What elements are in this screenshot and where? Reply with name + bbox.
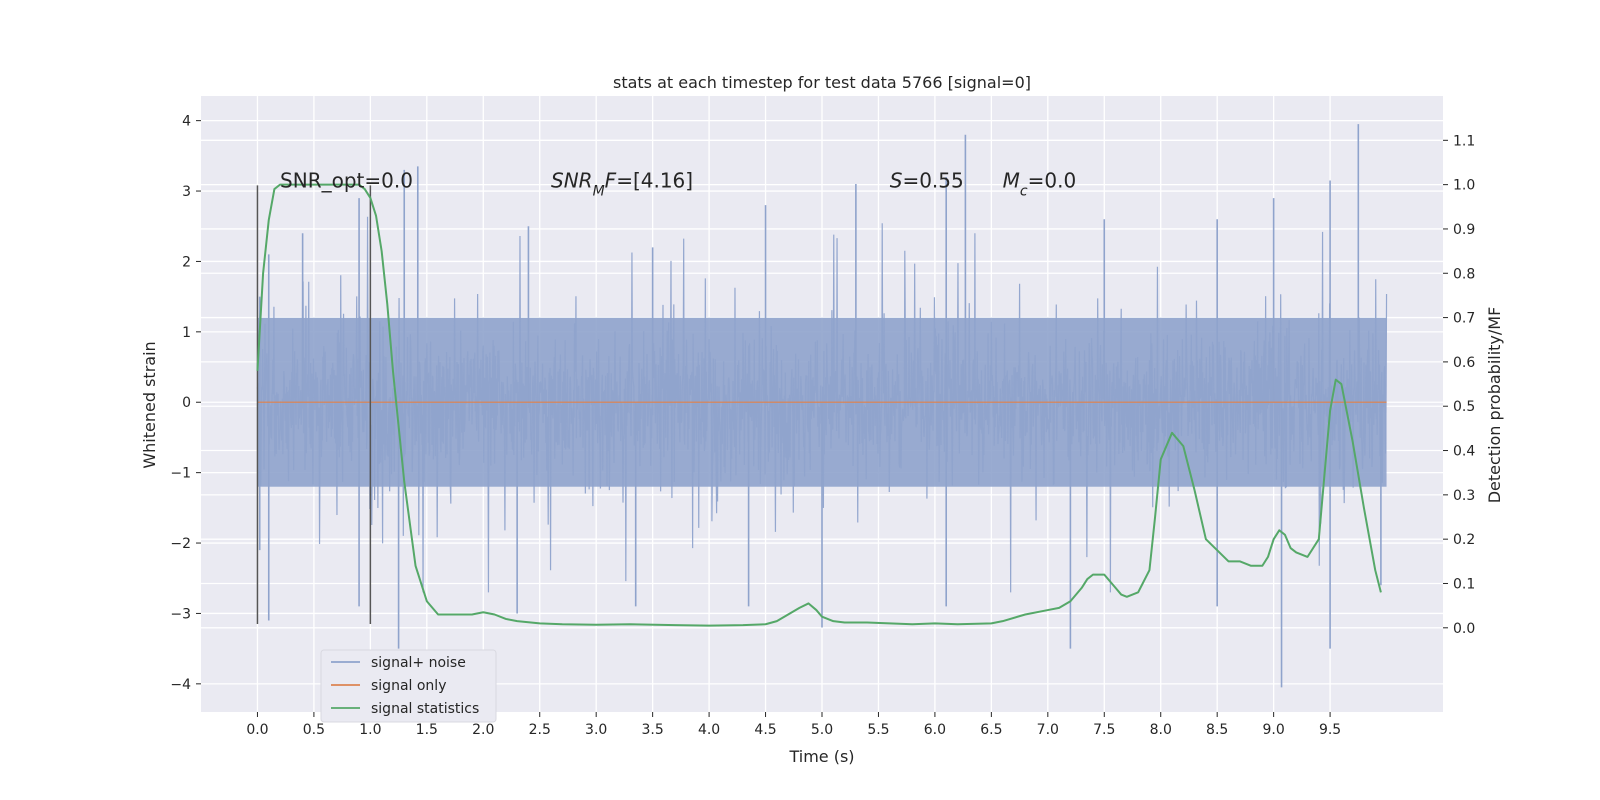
y2-tick-label: 0.7 xyxy=(1453,311,1475,327)
y2-tick-label: 0.8 xyxy=(1453,266,1475,282)
x-tick-label: 8.0 xyxy=(1150,722,1172,738)
annotation-part: SNR xyxy=(551,169,593,193)
y2-tick-label: 1.1 xyxy=(1453,133,1475,149)
y-tick-label: 1 xyxy=(182,325,191,341)
y-tick-label: −2 xyxy=(170,536,191,552)
x-tick-label: 9.0 xyxy=(1263,722,1285,738)
y-tick-label: 2 xyxy=(182,254,191,270)
y2-tick-label: 0.0 xyxy=(1453,621,1475,637)
y2-tick-label: 0.5 xyxy=(1453,399,1475,415)
annotation: SNRMF=[4.16] xyxy=(551,169,693,200)
signal-statistics-line xyxy=(256,183,1382,627)
axes: 0.0 0.5 1.0 1.5 2.0 2.5 3.0 3.5 4.0 4.5 5.0 5.5 6.0 6… xyxy=(170,114,1475,738)
x-axis-label: Time (s) xyxy=(788,747,854,766)
y2-tick-label: 0.4 xyxy=(1453,444,1475,460)
y-tick-label: 3 xyxy=(182,184,191,200)
x-tick-label: 7.5 xyxy=(1093,722,1115,738)
chart-title: stats at each timestep for test data 576… xyxy=(613,73,1031,92)
annotation-part: M xyxy=(593,184,605,200)
y2-tick-label: 0.6 xyxy=(1453,355,1475,371)
annotation-part: c xyxy=(1020,184,1028,200)
y2-tick-label: 0.1 xyxy=(1453,576,1475,592)
legend-box xyxy=(320,649,497,723)
series-signal-statistics xyxy=(256,183,1382,627)
x-tick-label: 1.0 xyxy=(359,722,381,738)
y-tick-label: −3 xyxy=(170,606,191,622)
x-tick-label: 4.0 xyxy=(698,722,720,738)
y-tick-label: 4 xyxy=(182,114,191,130)
y2-axis-label: Detection probability/MF xyxy=(1485,307,1504,504)
annotation-part: =0.55 xyxy=(902,169,963,193)
x-tick-label: 5.5 xyxy=(867,722,889,738)
y-tick-label: −4 xyxy=(170,677,191,693)
legend: signal+ noise signal only signal statist… xyxy=(320,649,497,723)
y2-tick-label: 0.2 xyxy=(1453,532,1475,548)
annotation-part: F xyxy=(605,169,617,193)
annotation: S=0.55 xyxy=(890,169,964,193)
x-tick-label: 5.0 xyxy=(811,722,833,738)
annotation-part: SNR_opt=0.0 xyxy=(280,169,413,193)
y-axis-label: Whitened strain xyxy=(140,341,159,468)
x-tick-label: 0.5 xyxy=(303,722,325,738)
vertical-markers xyxy=(256,185,372,624)
annotation-part: =[4.16] xyxy=(616,169,693,193)
annotation: Mc=0.0 xyxy=(1003,169,1077,200)
annotations: SNR_opt=0.0 SNRMF=[4.16] S=0.55 Mc=0.0 xyxy=(280,169,1076,200)
x-tick-label: 3.5 xyxy=(642,722,664,738)
x-tick-label: 6.5 xyxy=(980,722,1002,738)
annotation-part: S xyxy=(890,169,903,193)
annotation: SNR_opt=0.0 xyxy=(280,169,413,193)
x-tick-label: 0.0 xyxy=(246,722,268,738)
x-tick-label: 2.5 xyxy=(529,722,551,738)
x-tick-label: 7.0 xyxy=(1037,722,1059,738)
x-tick-label: 3.0 xyxy=(585,722,607,738)
legend-label-signal: signal only xyxy=(371,678,446,694)
y-tick-label: −1 xyxy=(170,466,191,482)
x-tick-label: 4.5 xyxy=(754,722,776,738)
y2-tick-label: 1.0 xyxy=(1453,178,1475,194)
x-tick-label: 9.5 xyxy=(1319,722,1341,738)
y-tick-label: 0 xyxy=(182,395,191,411)
x-tick-label: 1.5 xyxy=(416,722,438,738)
legend-label-stats: signal statistics xyxy=(371,701,479,717)
y2-tick-label: 0.9 xyxy=(1453,222,1475,238)
y2-tick-label: 0.3 xyxy=(1453,488,1475,504)
x-tick-label: 8.5 xyxy=(1206,722,1228,738)
x-tick-label: 2.0 xyxy=(472,722,494,738)
x-tick-label: 6.0 xyxy=(924,722,946,738)
annotation-part: =0.0 xyxy=(1028,169,1077,193)
legend-label-noise: signal+ noise xyxy=(371,655,466,671)
annotation-part: M xyxy=(1003,169,1020,193)
